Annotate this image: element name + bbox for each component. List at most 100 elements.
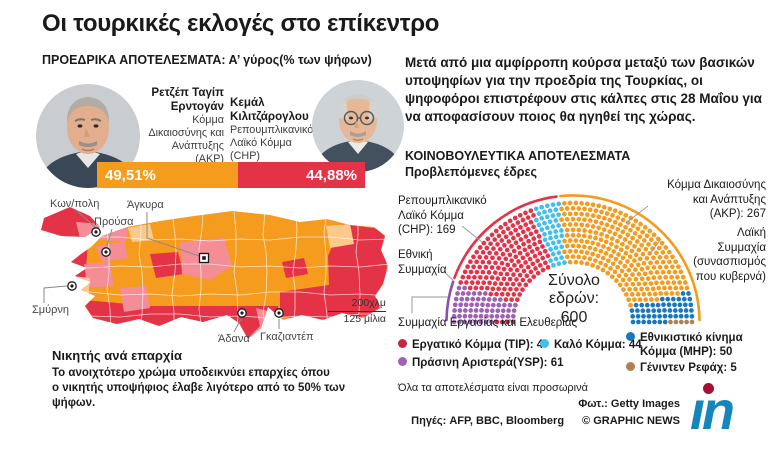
- seat-dot: [482, 291, 488, 296]
- seat-dot: [505, 291, 511, 297]
- seat-dot: [581, 244, 587, 250]
- seat-dot: [673, 319, 679, 325]
- seat-dot: [677, 302, 683, 308]
- copyright-credit: © GRAPHIC NEWS: [582, 415, 680, 427]
- seat-dot: [550, 240, 556, 246]
- seat-dot: [466, 274, 471, 280]
- seat-dot: [493, 260, 498, 266]
- seat-dot: [511, 292, 517, 297]
- seat-dot: [590, 213, 596, 218]
- seat-dot: [528, 208, 534, 214]
- seat-dot: [636, 271, 642, 277]
- kilicdaroglu-avatar-icon: [312, 80, 404, 172]
- seat-dot: [590, 202, 596, 208]
- seat-dot: [633, 267, 638, 272]
- seat-dot: [587, 207, 593, 213]
- seat-dots: [451, 200, 695, 325]
- yrp-dot-icon: [626, 362, 635, 371]
- seat-dot: [630, 272, 635, 277]
- seat-dot: [562, 238, 567, 244]
- seat-dot: [648, 297, 654, 302]
- seat-dot: [600, 267, 606, 273]
- seat-dot: [506, 308, 511, 313]
- seat-dot: [644, 255, 650, 261]
- seat-dot: [579, 200, 584, 206]
- seat-dot: [516, 245, 522, 250]
- seat-dot: [612, 208, 618, 214]
- seat-dot: [494, 291, 499, 297]
- seat-dot: [593, 258, 598, 263]
- seat-dot: [610, 224, 615, 230]
- seat-dot: [647, 228, 653, 234]
- seat-dot: [656, 285, 662, 291]
- seat-dot: [662, 308, 667, 313]
- seat-dot: [496, 255, 502, 261]
- seat-dot: [620, 217, 626, 223]
- seat-dot: [654, 250, 659, 256]
- seat-dot: [496, 286, 501, 292]
- seat-dot: [638, 221, 643, 227]
- seat-dot: [673, 285, 679, 291]
- seat-dot: [582, 217, 587, 223]
- seat-dot: [663, 274, 669, 280]
- intro-paragraph: Μετά από μια αμφίρροπη κούρσα μεταξύ των…: [405, 55, 762, 125]
- seat-dot: [539, 215, 545, 221]
- alliance-arc: [445, 280, 455, 322]
- seat-dot: [648, 237, 654, 242]
- seat-dot: [660, 259, 666, 265]
- alliance-arcs: [445, 194, 701, 322]
- seat-dot: [489, 275, 495, 280]
- seat-dot: [478, 319, 484, 325]
- seat-dot: [645, 308, 651, 314]
- seat-dot: [636, 247, 642, 253]
- seat-dot: [492, 270, 498, 275]
- seat-dot: [510, 313, 516, 319]
- seat-dot: [645, 286, 650, 292]
- seat-dot: [474, 249, 480, 255]
- seat-dot: [524, 273, 530, 279]
- seat-dot: [471, 291, 477, 296]
- map-scale-miles: 125 μίλια: [343, 313, 386, 326]
- seat-dot: [678, 319, 684, 325]
- seat-dot: [573, 222, 579, 227]
- seat-dot: [639, 276, 645, 282]
- seat-dot: [471, 264, 476, 270]
- seat-dot: [660, 250, 666, 255]
- city-marker-adana: [237, 308, 247, 318]
- seat-dot: [457, 319, 462, 325]
- seat-dot: [487, 250, 492, 256]
- seat-dot: [462, 269, 468, 275]
- seat-dot: [490, 286, 496, 292]
- leader-line-izmir: [43, 285, 68, 303]
- seat-dot: [652, 319, 657, 325]
- page-title: Οι τουρκικές εκλογές στο επίκεντρο: [42, 10, 440, 37]
- seat-dot: [511, 248, 517, 254]
- seat-dot: [494, 313, 500, 319]
- seat-dot: [593, 230, 599, 236]
- seat-dot: [523, 234, 529, 239]
- seat-dot: [451, 319, 457, 325]
- seat-dot: [527, 278, 532, 283]
- seat-dot: [672, 269, 678, 275]
- seat-dot: [543, 260, 548, 266]
- seat-dot: [609, 241, 614, 247]
- site-logo[interactable]: ın: [690, 382, 766, 444]
- seat-dot: [520, 255, 526, 261]
- seat-dot: [508, 286, 513, 292]
- seat-dot: [501, 302, 507, 308]
- turkey-map-svg: [41, 207, 388, 339]
- candidate-name-kilicdaroglu: Κεμάλ Κιλιτζάρογλου: [230, 96, 309, 123]
- seat-dot: [663, 254, 669, 260]
- seat-dot: [480, 250, 486, 255]
- seat-dot: [474, 259, 479, 265]
- seat-dot: [641, 238, 647, 243]
- seat-dot: [675, 274, 680, 280]
- seat-dot: [497, 297, 503, 302]
- seat-dot: [629, 308, 635, 313]
- seat-dot: [684, 313, 689, 319]
- seat-dot: [508, 231, 514, 236]
- seat-dot: [635, 313, 641, 319]
- seat-dot: [486, 260, 492, 265]
- seat-dot: [655, 236, 661, 242]
- seat-dot: [535, 270, 541, 276]
